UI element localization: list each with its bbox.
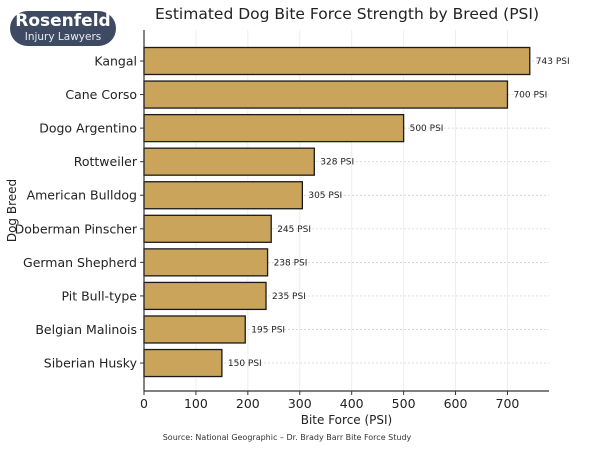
bar-american-bulldog: [143, 181, 304, 210]
data-label: 150 PSI: [228, 359, 262, 369]
source-note: Source: National Geographic – Dr. Brady …: [0, 433, 600, 442]
bar-siberian-husky: [143, 348, 223, 378]
y-tick-label: Cane Corso: [65, 87, 137, 102]
data-label: 305 PSI: [308, 191, 342, 201]
data-label: 235 PSI: [272, 292, 306, 302]
data-label: 500 PSI: [410, 124, 444, 134]
bar-belgian-malinois: [143, 315, 246, 344]
bar-cane-corso: [143, 80, 509, 109]
bar-rottweiler: [143, 147, 315, 176]
y-tick-label: American Bulldog: [27, 188, 137, 203]
y-tick-label: Siberian Husky: [44, 356, 138, 371]
y-axis-label: Dog Breed: [5, 179, 19, 242]
x-tick-label: 600: [444, 396, 468, 411]
x-tick-label: 500: [392, 396, 416, 411]
data-label: 700 PSI: [513, 91, 547, 101]
x-tick-label: 700: [496, 396, 520, 411]
bar-pit-bull-type: [143, 281, 267, 311]
bar-kangal: [143, 46, 531, 76]
data-label: 245 PSI: [277, 225, 311, 235]
x-axis-label: Bite Force (PSI): [301, 413, 393, 427]
data-label: 238 PSI: [274, 258, 308, 268]
y-tick-label: German Shepherd: [23, 255, 137, 270]
x-tick-label: 100: [184, 396, 208, 411]
x-tick-label: 200: [236, 396, 260, 411]
logo-subtitle: Injury Lawyers: [24, 31, 102, 43]
x-tick-label: 400: [340, 396, 364, 411]
bar-dogo-argentino: [143, 113, 405, 143]
x-tick-label: 0: [140, 396, 148, 411]
bar-german-shepherd: [143, 248, 269, 277]
data-label: 195 PSI: [251, 325, 285, 335]
logo-name: Rosenfeld: [15, 11, 111, 31]
bar-doberman-pinscher: [143, 214, 272, 243]
y-tick-label: Dogo Argentino: [39, 121, 137, 136]
data-label: 743 PSI: [536, 57, 570, 67]
logo: Rosenfeld Injury Lawyers: [10, 11, 116, 46]
x-tick-label: 300: [288, 396, 312, 411]
source-text: Source: National Geographic – Dr. Brady …: [162, 433, 412, 442]
y-tick-label: Pit Bull-type: [62, 288, 138, 303]
y-tick-label: Rottweiler: [74, 154, 138, 169]
y-tick-label: Doberman Pinscher: [15, 221, 138, 236]
y-tick-label: Kangal: [94, 54, 137, 69]
chart-title: Estimated Dog Bite Force Strength by Bre…: [154, 5, 540, 23]
y-tick-label: Belgian Malinois: [35, 322, 137, 337]
data-label: 328 PSI: [320, 158, 354, 168]
